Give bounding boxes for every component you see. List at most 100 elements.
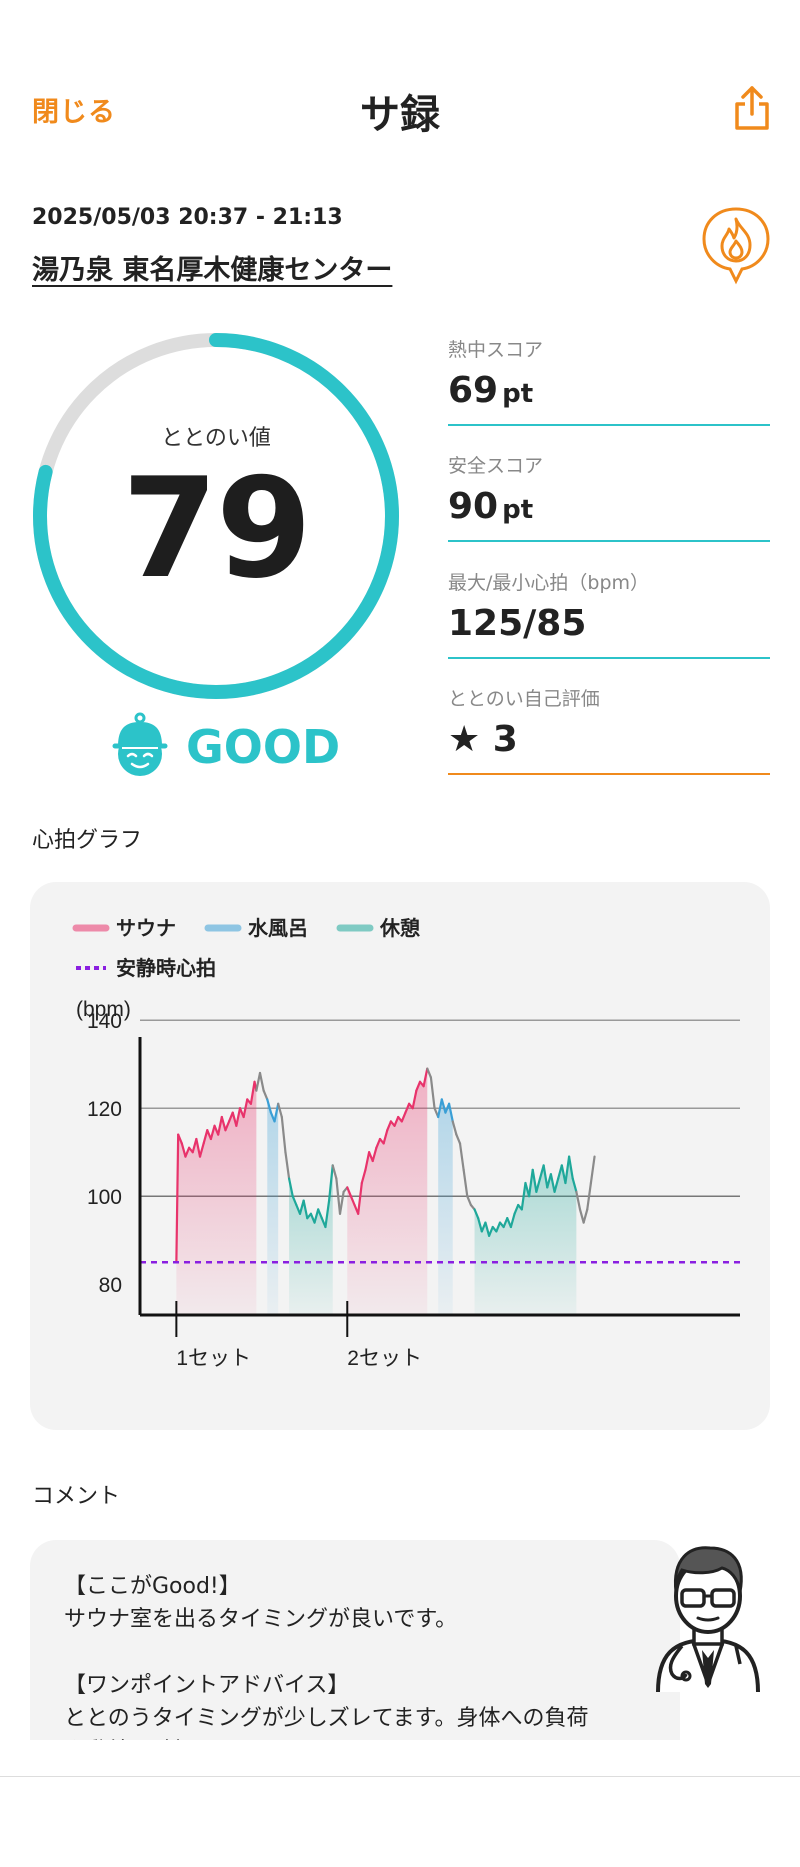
fire-badge-icon (702, 207, 770, 285)
hr-line-segment (495, 1221, 502, 1233)
stat-value: 90 pt (448, 486, 770, 534)
hr-line-segment (437, 1098, 443, 1119)
divider (448, 657, 770, 659)
stat-number: ★ 3 (448, 719, 518, 760)
hr-line-segment (422, 1067, 429, 1088)
stat-label: 熱中スコア (448, 339, 544, 361)
hr-line-segment (578, 1208, 585, 1224)
hr-line-segment (258, 1071, 265, 1092)
divider (448, 540, 770, 542)
hr-line-segment (589, 1155, 596, 1185)
hr-line-segment (291, 1195, 298, 1207)
stat-number: 69 (448, 370, 499, 411)
legend-label-resting-hr: 安静時心拍 (116, 956, 216, 980)
divider (448, 773, 770, 775)
hr-line-segment (502, 1217, 509, 1229)
phase-area-rest (474, 1156, 577, 1315)
hr-line-segment (440, 1098, 447, 1114)
legend-label-rest: 休憩 (379, 916, 420, 940)
hr-line-segment (400, 1111, 407, 1123)
hr-line-segment (542, 1164, 549, 1189)
stat-number: 90 (448, 486, 499, 527)
hr-line-segment (371, 1146, 378, 1163)
hr-line-segment (382, 1129, 389, 1145)
hr-line-segment (198, 1142, 205, 1158)
hr-line-segment (509, 1212, 516, 1229)
page-title: サ録 (360, 92, 440, 138)
legend-label-sauna: サウナ (116, 917, 176, 940)
y-tick-label: 140 (87, 1010, 122, 1033)
stat-value: 125/85 (448, 603, 770, 651)
sauna-hat-face-icon (112, 712, 168, 776)
hr-line-segment (564, 1155, 571, 1185)
totonoi-score-ring (33, 333, 399, 699)
bottom-area (0, 1742, 800, 1867)
hr-line-segment (484, 1221, 491, 1237)
hr-line-segment (458, 1142, 465, 1171)
stat-heat-score: 熱中スコア 69 pt (448, 335, 770, 426)
hr-line-segment (224, 1120, 231, 1132)
stat-safety-score: 安全スコア 90 pt (448, 451, 770, 542)
hr-line-segment (317, 1208, 323, 1220)
hr-line-segment (411, 1089, 418, 1110)
stat-label: ととのい自己評価 (448, 688, 600, 710)
heart-graph-title: 心拍グラフ (32, 828, 143, 853)
hr-line-segment (262, 1089, 269, 1101)
hr-line-segment (346, 1186, 353, 1198)
hr-line-segment (273, 1102, 280, 1123)
comment-bubble: 【ここがGood!】 サウナ室を出るタイミングが良いです。 【ワンポイントアドバ… (30, 1540, 680, 1740)
hr-line-segment (335, 1177, 342, 1215)
hr-line-segment (357, 1181, 363, 1215)
hr-line-segment (202, 1129, 209, 1145)
share-icon[interactable] (732, 84, 772, 132)
hr-line-segment (177, 1133, 183, 1145)
stat-self-rating[interactable]: ととのい自己評価 ★ 3 (448, 684, 770, 775)
hr-line-segment (364, 1151, 371, 1171)
hr-line-segment (280, 1115, 287, 1154)
set-marker-label: 1セット (176, 1347, 251, 1370)
stat-value: ★ 3 (448, 719, 770, 767)
hr-line-segment (235, 1107, 242, 1127)
hr-line-segment (242, 1098, 249, 1119)
stat-unit: pt (502, 495, 534, 525)
hr-line-segment (447, 1102, 454, 1123)
set-marker-label: 2セット (347, 1347, 422, 1370)
bottom-divider (0, 1776, 800, 1777)
facility-link[interactable]: 湯乃泉 東名厚木健康センター (32, 255, 393, 286)
hr-line-segment (571, 1177, 578, 1193)
hr-line-segment (466, 1195, 473, 1207)
hr-line-segment (324, 1199, 331, 1229)
hr-line-segment (175, 1133, 180, 1264)
y-tick-label: 80 (99, 1274, 122, 1297)
stat-number: 125/85 (448, 603, 587, 644)
hr-line-segment (567, 1155, 574, 1180)
hr-line-segment (462, 1168, 469, 1198)
hr-line-segment (487, 1225, 494, 1237)
hr-line-segment (331, 1164, 338, 1180)
hr-line-segment (386, 1120, 393, 1132)
hr-line-segment (220, 1115, 227, 1132)
hr-line-segment (393, 1115, 400, 1127)
stat-heart-rate-range: 最大/最小心拍（bpm） 125/85 (448, 568, 770, 659)
hr-line-segment (375, 1137, 382, 1149)
hr-line-segment (217, 1115, 223, 1136)
hr-line-segment (184, 1146, 191, 1158)
comment-title: コメント (32, 1484, 121, 1509)
stat-label: 安全スコア (448, 455, 544, 477)
hr-line-segment (575, 1190, 582, 1211)
hr-line-segment (451, 1120, 458, 1136)
hr-line-segment (549, 1173, 556, 1193)
hr-line-segment (287, 1177, 294, 1198)
hr-line-segment (180, 1142, 187, 1158)
hr-line-segment (415, 1080, 422, 1092)
hr-line-segment (249, 1080, 256, 1105)
doctor-avatar-icon (656, 1546, 760, 1693)
close-button[interactable]: 閉じる (32, 97, 116, 128)
heart-rate-chart-card: サウナ 水風呂 休憩 安静時心拍 (bpm) 80 100 120 140 1セット 2セット (30, 882, 770, 1430)
phase-area-rest (289, 1165, 333, 1315)
comment-text: 【ここがGood!】 サウナ室を出るタイミングが良いです。 【ワンポイントアドバ… (64, 1574, 589, 1740)
hr-line-segment (477, 1217, 483, 1233)
hr-line-segment (429, 1076, 436, 1110)
stat-unit: pt (502, 379, 534, 409)
